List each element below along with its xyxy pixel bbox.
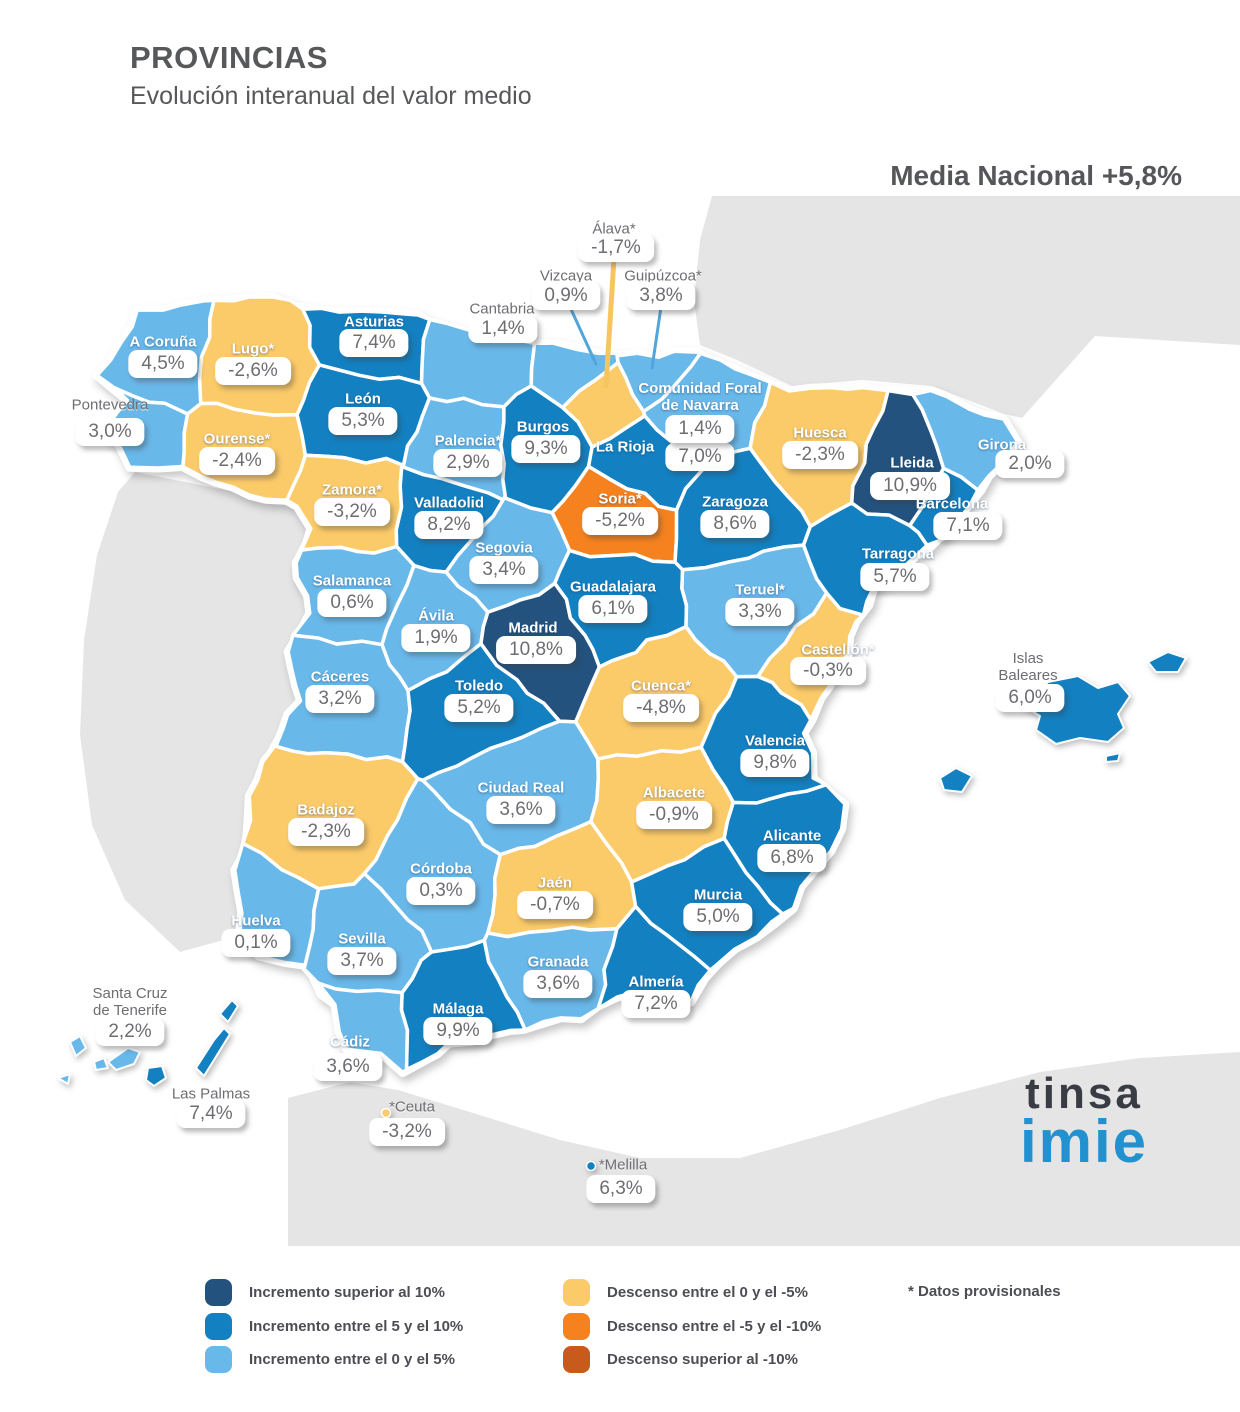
legend-color-swatch <box>563 1313 590 1340</box>
province-region-a-coruña <box>95 298 216 416</box>
legend-label: Incremento entre el 0 y el 5% <box>249 1351 455 1368</box>
spain-mainland <box>92 292 1022 1077</box>
territory--ceuta <box>380 1107 392 1119</box>
province-region-lugo- <box>197 295 322 417</box>
legend-color-swatch <box>205 1313 232 1340</box>
legend-label: Descenso superior al -10% <box>607 1351 798 1368</box>
legend-label: Incremento superior al 10% <box>249 1284 445 1301</box>
legend-item-dec_gt10: Descenso superior al -10% <box>563 1346 798 1373</box>
legend-item-inc_0_5: Incremento entre el 0 y el 5% <box>205 1346 455 1373</box>
legend-color-swatch <box>205 1346 232 1373</box>
province-region-cádiz <box>316 981 410 1075</box>
legend-item-dec_5_10: Descenso entre el -5 y el -10% <box>563 1313 821 1340</box>
legend-color-swatch <box>205 1279 232 1306</box>
territory-santa-cruz-de-tenerife <box>57 1035 141 1085</box>
logo-tinsa-text: tinsa <box>1025 1069 1143 1118</box>
legend-label: Incremento entre el 5 y el 10% <box>249 1318 464 1335</box>
tinsa-imie-logo: tinsa imie <box>996 1072 1172 1172</box>
national-average-value: Media Nacional +5,8% <box>890 160 1182 191</box>
page-subtitle: Evolución interanual del valor medio <box>130 82 532 110</box>
territory-islas-baleares <box>939 651 1187 793</box>
callout-line-vizcaya <box>568 305 598 366</box>
territory--melilla <box>585 1160 597 1172</box>
callout-line-álava- <box>603 255 617 389</box>
land-africa <box>288 1052 1240 1246</box>
provisional-data-note: * Datos provisionales <box>908 1283 1061 1300</box>
land-france <box>694 196 1240 418</box>
territory-las-palmas <box>145 999 239 1087</box>
legend-item-inc_5_10: Incremento entre el 5 y el 10% <box>205 1313 463 1340</box>
callout-line-guipúzcoa- <box>650 305 663 370</box>
legend-item-dec_0_5: Descenso entre el 0 y el -5% <box>563 1279 808 1306</box>
legend-item-inc_gt10: Incremento superior al 10% <box>205 1279 445 1306</box>
legend-color-swatch <box>563 1346 590 1373</box>
legend-label: Descenso entre el -5 y el -10% <box>607 1318 822 1335</box>
legend-color-swatch <box>563 1279 590 1306</box>
logo-imie-text: imie <box>1019 1108 1149 1175</box>
page-title: PROVINCIAS <box>130 40 328 75</box>
legend-label: Descenso entre el 0 y el -5% <box>607 1284 808 1301</box>
land-portugal <box>80 472 308 952</box>
